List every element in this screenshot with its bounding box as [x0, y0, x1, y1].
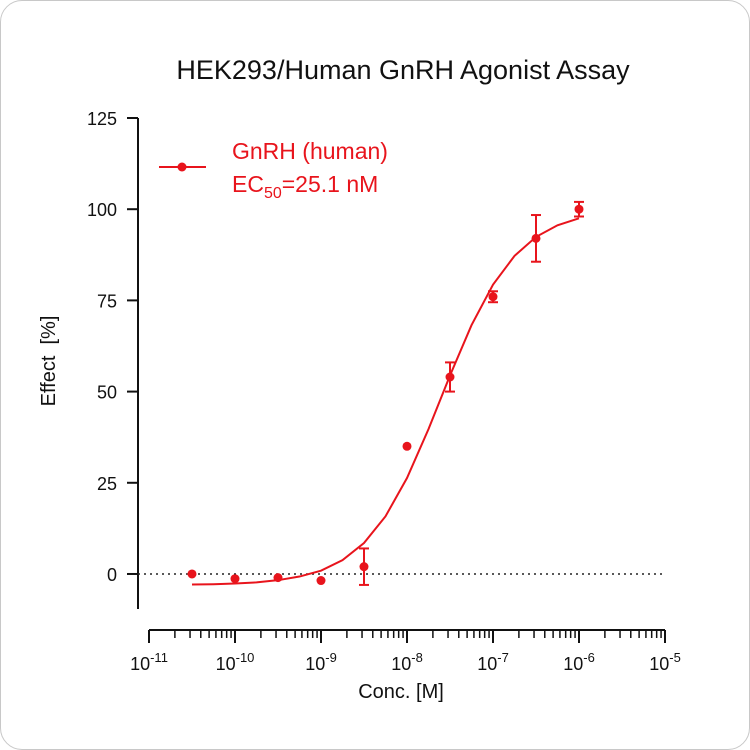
x-tick-base: 10 — [391, 654, 411, 674]
x-tick-label: 10-5 — [649, 650, 681, 674]
x-tick-exponent: -8 — [411, 650, 423, 665]
x-tick-label: 10-6 — [563, 650, 595, 674]
x-tick-exponent: -7 — [497, 650, 509, 665]
y-tick-label: 0 — [107, 565, 117, 585]
data-point — [402, 441, 412, 451]
x-tick-base: 10 — [477, 654, 497, 674]
y-tick-label: 125 — [87, 109, 117, 129]
data-point — [574, 204, 584, 214]
x-tick-exponent: -6 — [583, 650, 595, 665]
fit-curve — [191, 217, 580, 586]
data-point — [316, 576, 326, 586]
x-tick-base: 10 — [649, 654, 669, 674]
y-tick-label: 75 — [97, 291, 117, 311]
x-tick-label: 10-8 — [391, 650, 423, 674]
annotation: EC50=25.1 nM — [232, 171, 378, 202]
x-tick-base: 10 — [305, 654, 325, 674]
x-tick-base: 10 — [216, 654, 236, 674]
x-tick-exponent: -10 — [236, 650, 255, 665]
data-point — [531, 233, 541, 243]
data-point — [187, 569, 197, 579]
x-axis-label: Conc. [M] — [358, 681, 444, 703]
y-axis-label: Effect [%] — [38, 316, 60, 407]
data-point — [488, 292, 498, 302]
x-tick-base: 10 — [563, 654, 583, 674]
annotation-prefix: EC — [232, 171, 264, 197]
legend-label: GnRH (human) — [232, 138, 388, 164]
x-tick-exponent: -11 — [150, 650, 168, 665]
x-tick-label: 10-9 — [305, 650, 337, 674]
y-tick-label: 100 — [87, 200, 117, 220]
y-tick-label: 50 — [97, 383, 117, 403]
annotation-suffix: =25.1 nM — [282, 171, 379, 197]
x-tick-label: 10-11 — [130, 650, 168, 674]
x-tick-label: 10-7 — [477, 650, 509, 674]
data-point — [359, 562, 369, 572]
annotation-subscript: 50 — [264, 185, 282, 202]
x-tick-exponent: -5 — [669, 650, 681, 665]
chart-title: HEK293/Human GnRH Agonist Assay — [176, 55, 630, 85]
data-point — [445, 372, 455, 382]
x-tick-exponent: -9 — [325, 650, 337, 665]
x-tick-label: 10-10 — [216, 650, 255, 674]
legend-marker — [177, 162, 187, 172]
y-tick-label: 25 — [97, 474, 117, 494]
data-point — [273, 573, 283, 583]
data-point — [230, 574, 240, 584]
x-tick-base: 10 — [130, 654, 150, 674]
